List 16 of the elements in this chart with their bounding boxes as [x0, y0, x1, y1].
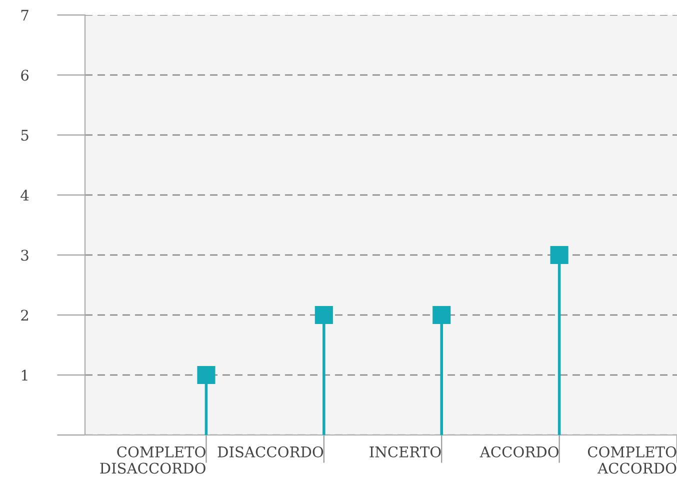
y-tick-label: 7 — [21, 10, 28, 21]
point — [550, 246, 568, 264]
x-tick-label: INCERTO — [370, 446, 441, 458]
x-tick-label: COMPLETO DISACCORDO — [100, 446, 206, 474]
x-tick-label: DISACCORDO — [218, 446, 324, 458]
y-tick-label: 2 — [21, 310, 28, 321]
point — [432, 306, 451, 324]
x-tick-label: ACCORDO — [480, 446, 558, 458]
x-tick-label: COMPLETO ACCORDO — [588, 446, 676, 474]
y-tick-label: 1 — [22, 370, 28, 381]
y-tick-label: 4 — [20, 190, 29, 201]
point — [197, 366, 216, 384]
y-tick-label: 6 — [21, 70, 29, 81]
y-tick-label: 5 — [21, 130, 28, 141]
y-tick-label: 3 — [21, 250, 28, 261]
point — [314, 306, 333, 324]
